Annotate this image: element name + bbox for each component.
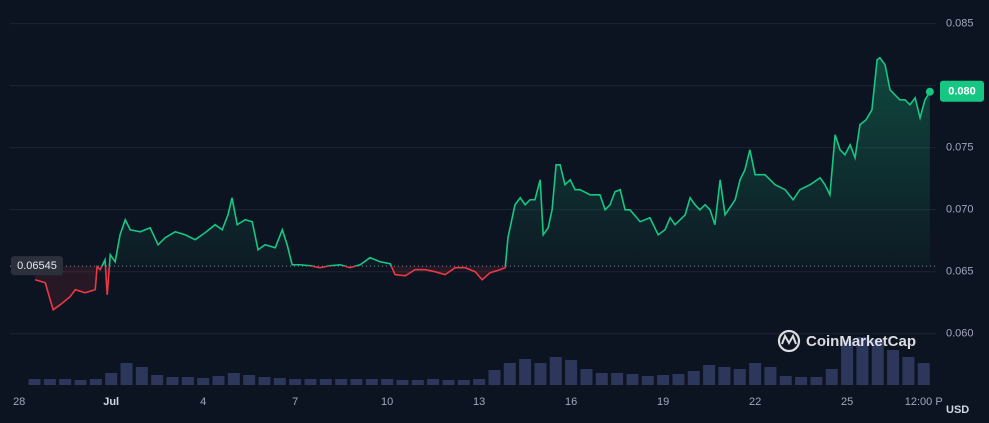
y-tick-label: 0.075 [946,142,974,154]
volume-bar [135,367,148,385]
volume-bar [917,363,930,385]
price-line-up [96,56,931,267]
volume-bar [534,363,547,385]
volume-bar [733,369,746,385]
volume-bar [166,377,179,385]
volume-bar [181,377,194,385]
area-fill-up [101,57,930,267]
volume-bar [258,377,271,385]
y-tick-label: 0.085 [946,18,974,30]
watermark-logo [777,329,801,353]
y-tick-label: 0.070 [946,204,974,216]
volume-bar [672,374,685,385]
last-price-label: 0.080 [948,86,976,98]
volume-bar [273,378,286,385]
baseline-label: 0.06545 [17,260,57,272]
volume-bar [411,380,424,385]
volume-bar [549,357,562,385]
volume-bar [365,379,378,385]
volume-bar [611,373,624,385]
volume-bar [151,375,164,385]
volume-bar [626,374,639,385]
volume-bar [197,378,210,385]
volume-bar [749,363,762,385]
volume-bar [795,377,808,385]
volume-bar [227,373,240,385]
volume-bar [641,376,654,385]
baseline-label-box [11,256,63,276]
volume-bar [871,339,884,385]
volume-bar [335,379,348,385]
volume-bar [902,357,915,385]
volume-bar [289,379,302,385]
watermark-logo-mark [781,333,797,346]
x-tick-label: 12:00 P [905,396,943,408]
volume-bar [841,340,854,385]
volume-bar [595,373,608,385]
volume-bar [350,379,363,385]
volume-bar [105,373,118,385]
volume-bar [825,369,838,385]
volume-bar [319,379,332,385]
volume-bar [212,376,225,385]
currency-label: USD [946,404,969,416]
volume-bar [718,367,731,385]
volume-bar [28,379,41,385]
volume-bar [703,365,716,385]
volume-bar [43,379,56,385]
x-tick-label: 28 [13,396,25,408]
volume-bar [687,371,700,385]
volume-bar [856,337,869,385]
x-tick-label: Jul [103,396,119,408]
volume-bar [779,376,792,385]
volume-bar [764,367,777,385]
volume-bar [887,350,900,385]
x-tick-label: 19 [657,396,669,408]
x-tick-label: 4 [200,396,206,408]
y-tick-label: 0.060 [946,328,974,340]
volume-bar [457,380,470,385]
volume-bar [89,379,102,385]
volume-bar [810,377,823,385]
volume-bar [381,379,394,385]
volume-bar [243,375,256,385]
volume-bar [74,380,87,385]
area-fill-down [35,266,930,310]
volume-bar [120,363,133,385]
last-price-box [940,80,984,102]
volume-bar [473,379,486,385]
volume-bar [519,359,532,385]
volume-bar [304,379,317,385]
x-tick-label: 25 [841,396,853,408]
x-tick-label: 22 [749,396,761,408]
x-tick-label: 16 [565,396,577,408]
x-tick-label: 10 [381,396,393,408]
watermark: CoinMarketCap [777,329,916,353]
last-point [925,87,934,96]
y-tick-label: 0.065 [946,266,974,278]
x-tick-label: 7 [292,396,298,408]
volume-bar [59,379,72,385]
volume-bar [565,360,578,385]
volume-bar [503,363,516,385]
volume-bar [396,380,409,385]
volume-bar [442,380,455,385]
volume-bar [657,375,670,385]
x-tick-label: 13 [473,396,485,408]
volume-bar [580,369,593,385]
volume-bar [488,370,501,385]
volume-bar [427,379,440,385]
watermark-text: CoinMarketCap [806,333,916,350]
